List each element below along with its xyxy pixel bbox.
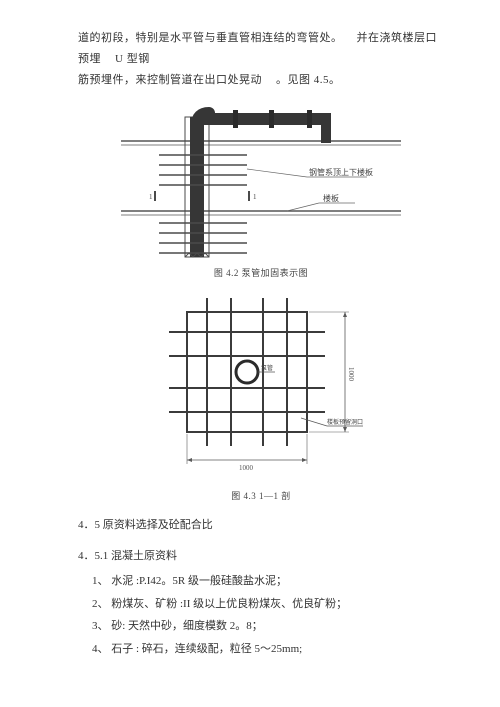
- fig42-right-drop: [321, 113, 331, 143]
- list-item: 2、 粉煤灰、矿粉 :II 级以上优良粉煤灰、优良矿粉；: [92, 594, 444, 615]
- fig42-flange-1: [233, 110, 238, 128]
- figure-4-2-caption: 图 4.2 泵管加固表示图: [78, 265, 444, 282]
- fig42-sec-num-l: 1: [149, 193, 153, 201]
- intro-1a: 道的初段，特别是水平管与垂直管相连结的弯管处。: [78, 32, 343, 44]
- fig43-dim-right: 1000: [347, 367, 355, 382]
- intro-2a: 筋预埋件，来控制管道在出口处晃动: [78, 74, 262, 86]
- section-4-5: 4．5 原资料选择及砼配合比: [78, 515, 444, 536]
- fig43-dim-bottom: 1000: [239, 464, 254, 472]
- materials-list: 1、 水泥 :P.I42。5R 级一般硅酸盐水泥； 2、 粉煤灰、矿粉 :II …: [92, 571, 444, 661]
- fig42-label-top: 钢管系顶上下楼板: [309, 167, 373, 177]
- fig42-label-slab: 楼板: [323, 193, 339, 203]
- section-4-5-1: 4．5.1 混凝土原资料: [78, 546, 444, 567]
- intro-paragraph: 道的初段，特别是水平管与垂直管相连结的弯管处。并在浇筑楼层口预埋U 型钢 筋预埋…: [78, 28, 444, 91]
- fig42-vertical-pipe-fill: [190, 117, 204, 257]
- fig42-leader-top: [247, 169, 307, 177]
- list-item: 1、 水泥 :P.I42。5R 级一般硅酸盐水泥；: [92, 571, 444, 592]
- intro-2b: 。见图 4.5。: [276, 74, 341, 86]
- fig42-sec-num-r: 1: [253, 193, 257, 201]
- figure-4-3-svg: 泵管 楼板预留洞口 1000 1000: [141, 292, 381, 482]
- fig42-flange-2: [269, 110, 274, 128]
- figure-4-3-svg-wrap: 泵管 楼板预留洞口 1000 1000: [78, 292, 444, 482]
- figure-4-3: 泵管 楼板预留洞口 1000 1000 图: [78, 292, 444, 505]
- figure-4-3-caption: 图 4.3 1—1 剖: [78, 488, 444, 505]
- intro-1c: U 型钢: [115, 53, 150, 65]
- figure-4-2-svg: 1 1 钢管系顶上下楼板 楼板: [111, 99, 411, 259]
- figure-4-2-svg-wrap: 1 1 钢管系顶上下楼板 楼板: [78, 99, 444, 259]
- fig43-dim-b-arr2: [302, 458, 307, 462]
- list-item: 4、 石子 : 碎石，连续级配，粒径 5～25mm;: [92, 639, 444, 660]
- fig43-pipe-label: 泵管: [261, 364, 273, 372]
- fig42-leader-slab: [287, 203, 319, 211]
- list-item: 3、 砂: 天然中砂，细度模数 2。8；: [92, 616, 444, 637]
- fig43-dim-r-arr2: [343, 427, 347, 432]
- fig43-note-leader1: [301, 418, 327, 426]
- fig43-pipe-circle: [236, 361, 258, 383]
- fig43-dim-b-arr1: [187, 458, 192, 462]
- fig42-flange-3: [307, 110, 312, 128]
- fig43-dim-r-arr1: [343, 312, 347, 317]
- page-root: 道的初段，特别是水平管与垂直管相连结的弯管处。并在浇筑楼层口预埋U 型钢 筋预埋…: [0, 0, 500, 682]
- figure-4-2: 1 1 钢管系顶上下楼板 楼板 图 4.2 泵管加固表示图: [78, 99, 444, 282]
